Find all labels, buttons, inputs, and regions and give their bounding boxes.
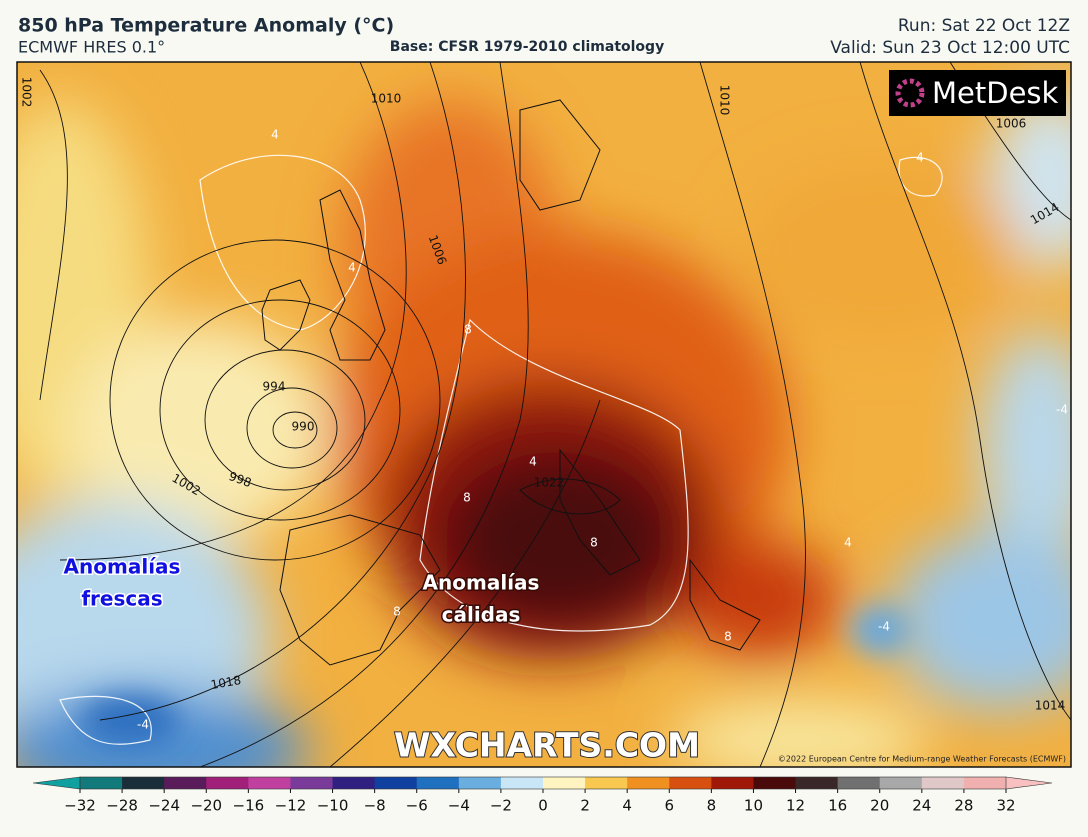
colorbar-tick-label: −20 [190,797,222,815]
colorbar-under [32,776,81,790]
base: Base: CFSR 1979-2010 climatology [390,39,664,55]
colorbar-segment [753,777,797,789]
colorbar-tick-label: −6 [406,797,428,815]
credit: ©2022 European Centre for Medium-range W… [778,755,1066,764]
logo-icon [895,78,925,108]
colorbar-tick-label: −4 [448,797,470,815]
isobars [39,62,1071,767]
colorbar-segment [206,777,249,789]
colorbar-tick-label: 0 [538,797,548,815]
colorbar-tick-label: 12 [786,797,805,815]
colorbar-tick-label: 6 [664,797,674,815]
model: ECMWF HRES 0.1° [18,38,165,57]
colorbar-segment [669,777,712,789]
isobar-label: 1006 [996,117,1027,131]
colorbar-segment [248,777,291,789]
colorbar-tick-label: 28 [954,797,973,815]
anomaly-label: 8 [464,323,472,337]
title: 850 hPa Temperature Anomaly (°C) [18,15,394,37]
colorbar-tick-label: 2 [580,797,590,815]
colorbar-segment [290,777,334,789]
colorbar-tick-label: 16 [828,797,847,815]
annotation: Anomalías [423,571,540,595]
colorbar-segment [122,777,165,789]
annotation: cálidas [442,603,521,627]
colorbar-segment [963,777,1007,789]
colorbar-segment [711,777,754,789]
colorbar-tick-label: −12 [275,797,307,815]
anomaly-label: -4 [137,718,149,732]
logo-text: MetDesk [932,76,1059,110]
isobar-label: 1018 [210,673,243,692]
colorbar-tick-label: −2 [490,797,512,815]
anomaly-label: 4 [529,455,537,469]
colorbar-segment [543,777,586,789]
isobar-label: 1022 [534,476,565,490]
isobar-label: 1010 [371,92,402,106]
map-frame [16,61,1072,768]
isobar-label: 1002 [20,77,34,108]
colorbar-tick-label: −28 [106,797,138,815]
colorbar-segment [879,777,923,789]
annotation: Anomalías [64,555,181,579]
colorbar: −32 −28 −24 −20 −16 −12 −10 −8 −6 −4 −2 0 2 4 6 8 10 12 16… [32,776,1053,815]
colorbar-segment [837,777,881,789]
isobar-label: 990 [292,420,315,434]
colorbar-segment [627,777,670,789]
anomaly-label: 8 [393,605,401,619]
isobar-label: 1014 [1035,699,1066,713]
watermark: WXCHARTS.COM [394,726,700,765]
run: Run: Sat 22 Oct 12Z [898,16,1070,36]
colorbar-segment [458,777,502,789]
isobar-label: 1010 [718,85,732,116]
colorbar-tick-label: −32 [64,797,96,815]
anomaly-label: -4 [1056,403,1068,417]
colorbar-segment [332,777,376,789]
colorbar-tick-label: 10 [744,797,763,815]
colorbar-segment [500,777,544,789]
colorbar-over [1005,776,1053,790]
anomaly-label: 4 [916,151,924,165]
anomaly-field [17,90,1071,767]
annotation: frescas [81,587,162,611]
anomaly-label: 8 [724,630,732,644]
anomaly-label: 4 [844,536,852,550]
colorbar-tick-label: −24 [148,797,180,815]
anomaly-label: 4 [348,261,356,275]
colorbar-segment [80,777,123,789]
anomaly-label: 8 [590,536,598,550]
colorbar-segment [164,777,207,789]
colorbar-segment [374,777,418,789]
colorbar-tick-label: 32 [996,797,1015,815]
colorbar-tick-label: −10 [317,797,349,815]
valid: Valid: Sun 23 Oct 12:00 UTC [830,38,1070,58]
logo-box [889,70,1066,116]
colorbar-tick-label: 20 [870,797,889,815]
colorbar-tick-label: 24 [912,797,931,815]
map: MetDesk WXCHARTS.COM ©2022 European Cent… [17,62,1071,767]
coastlines [261,99,761,666]
colorbar-tick-label: −8 [364,797,386,815]
colorbar-segment [921,777,965,789]
colorbar-tick-label: 4 [622,797,632,815]
colorbar-segment [795,777,839,789]
anomaly-label: 4 [271,128,279,142]
anomaly-label: -4 [878,620,890,634]
anomaly-label: 8 [463,491,471,505]
colorbar-tick-label: −16 [233,797,265,815]
colorbar-segment [416,777,460,789]
isobar-label: 994 [263,380,286,394]
colorbar-segment [585,777,628,789]
colorbar-tick-label: 8 [707,797,717,815]
